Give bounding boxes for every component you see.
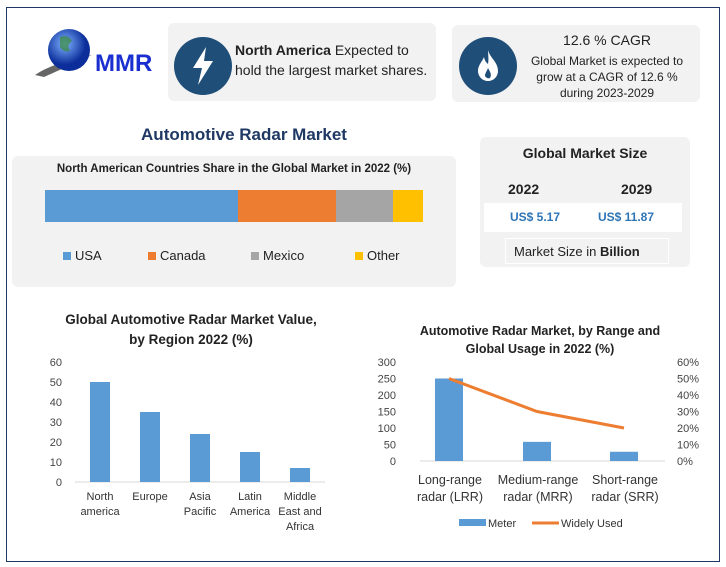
share-legend: USA Canada Mexico Other: [63, 248, 443, 266]
bar: [523, 441, 551, 461]
x-tick-label: Middle: [284, 491, 316, 503]
share-chart-title: North American Countries Share in the Gl…: [56, 163, 412, 175]
unit-bold: Billion: [599, 244, 640, 259]
range-chart-title: Automotive Radar Market, by Range and Gl…: [419, 324, 661, 356]
y-tick-label: 200: [378, 390, 396, 402]
y2-tick-label: 50%: [677, 374, 699, 386]
stack-segment-usa: [45, 190, 238, 222]
y2-tick-label: 0%: [677, 456, 693, 468]
bar: [190, 434, 210, 482]
y2-tick-label: 20%: [677, 423, 699, 435]
x-tick-label: Asia: [189, 491, 211, 503]
x-tick-label: Africa: [286, 521, 315, 533]
card-text: Expected to hold the largest market shar…: [235, 42, 428, 78]
x-tick-label: America: [230, 506, 271, 518]
x-tick-label: North: [87, 491, 114, 503]
globe-icon: MMR: [35, 29, 152, 77]
y2-tick-label: 30%: [677, 407, 699, 419]
x-tick-label: radar (LRR): [417, 490, 483, 504]
bar: [435, 378, 463, 461]
y-tick-label: 60: [50, 357, 62, 369]
legend-label: Mexico: [263, 248, 305, 263]
north-america-card: North America Expected to hold the large…: [168, 23, 436, 101]
y-tick-label: 50: [50, 377, 62, 389]
stack-segment-canada: [237, 190, 337, 222]
legend-label: USA: [75, 248, 102, 263]
y-tick-label: 150: [378, 407, 396, 419]
y-tick-label: 0: [390, 456, 396, 468]
x-tick-label: Short-range: [592, 473, 658, 487]
card-highlight: North America: [235, 42, 331, 58]
infographic-frame: [6, 7, 720, 562]
y-tick-label: 20: [50, 437, 62, 449]
x-tick-label: radar (SRR): [591, 490, 658, 504]
unit-prefix: Market Size in: [514, 244, 600, 259]
legend-item: USA: [63, 248, 102, 263]
legend-swatch-meter: [459, 519, 486, 526]
y-tick-label: 50: [384, 440, 396, 452]
value-2022: US$ 5.17: [509, 210, 561, 224]
y-tick-label: 250: [378, 374, 396, 386]
y-tick-label: 0: [56, 477, 62, 489]
region-chart-title: Global Automotive Radar Market Value, by…: [65, 312, 317, 347]
x-tick-label: america: [80, 506, 120, 518]
bar: [140, 412, 160, 482]
y-tick-label: 100: [378, 423, 396, 435]
y2-tick-label: 60%: [677, 357, 699, 369]
bar: [610, 451, 638, 461]
bar: [90, 382, 110, 482]
range-combo-chart: 0 50 100 150 200 250 300 0% 10% 20% 30% 40% 50% 60% Lo…: [378, 357, 700, 530]
y2-tick-label: 40%: [677, 390, 699, 402]
lightning-icon: [174, 37, 232, 95]
line-series: [448, 377, 625, 430]
market-size-unit: Market Size in Billion: [505, 238, 669, 264]
market-size-title: Global Market Size: [522, 145, 648, 161]
market-values-row: [484, 203, 682, 232]
cagr-text: Global Market is expected to grow at a C…: [530, 54, 684, 100]
legend-item: Canada: [148, 248, 206, 263]
logo: MMR: [32, 25, 162, 80]
x-tick-label: East and: [278, 506, 321, 518]
x-tick-label: Long-range: [418, 473, 482, 487]
y-tick-label: 300: [378, 357, 396, 369]
y-tick-label: 10: [50, 457, 62, 469]
bar: [240, 452, 260, 482]
legend-label: Canada: [160, 248, 206, 263]
legend-swatch: [148, 251, 156, 260]
legend-swatch: [63, 251, 71, 260]
year-2022: 2022: [508, 181, 540, 197]
market-size-panel: [480, 137, 690, 267]
y2-tick-label: 10%: [677, 440, 699, 452]
legend-label: Other: [367, 248, 400, 263]
stack-segment-mexico: [336, 190, 393, 222]
y-tick-label: 30: [50, 417, 62, 429]
legend-swatch: [355, 251, 363, 260]
legend-label: Widely Used: [561, 518, 623, 530]
logo-text: MMR: [95, 50, 152, 77]
x-tick-label: Medium-range: [498, 473, 579, 487]
cagr-title: 12.6 % CAGR: [563, 32, 651, 48]
year-2029: 2029: [621, 181, 653, 197]
cagr-card: 12.6 % CAGR Global Market is expected to…: [452, 25, 700, 102]
flame-icon: [459, 37, 517, 95]
x-tick-label: Europe: [132, 491, 167, 503]
region-bar-chart: 0 10 20 30 40 50 60 North america Europe Asia Pacif…: [50, 357, 325, 533]
stack-segment-other: [392, 190, 423, 222]
stacked-bar: [45, 190, 423, 222]
legend-item: Mexico: [251, 248, 304, 263]
x-tick-label: radar (MRR): [503, 490, 572, 504]
y-tick-label: 40: [50, 397, 62, 409]
main-title: Automotive Radar Market: [141, 125, 347, 144]
legend-swatch: [251, 251, 259, 260]
bar: [290, 468, 310, 482]
x-tick-label: Pacific: [184, 506, 217, 518]
legend-item: Other: [355, 248, 400, 263]
x-tick-label: Latin: [238, 491, 262, 503]
value-2029: US$ 11.87: [597, 210, 655, 224]
legend-label: Meter: [488, 518, 516, 530]
